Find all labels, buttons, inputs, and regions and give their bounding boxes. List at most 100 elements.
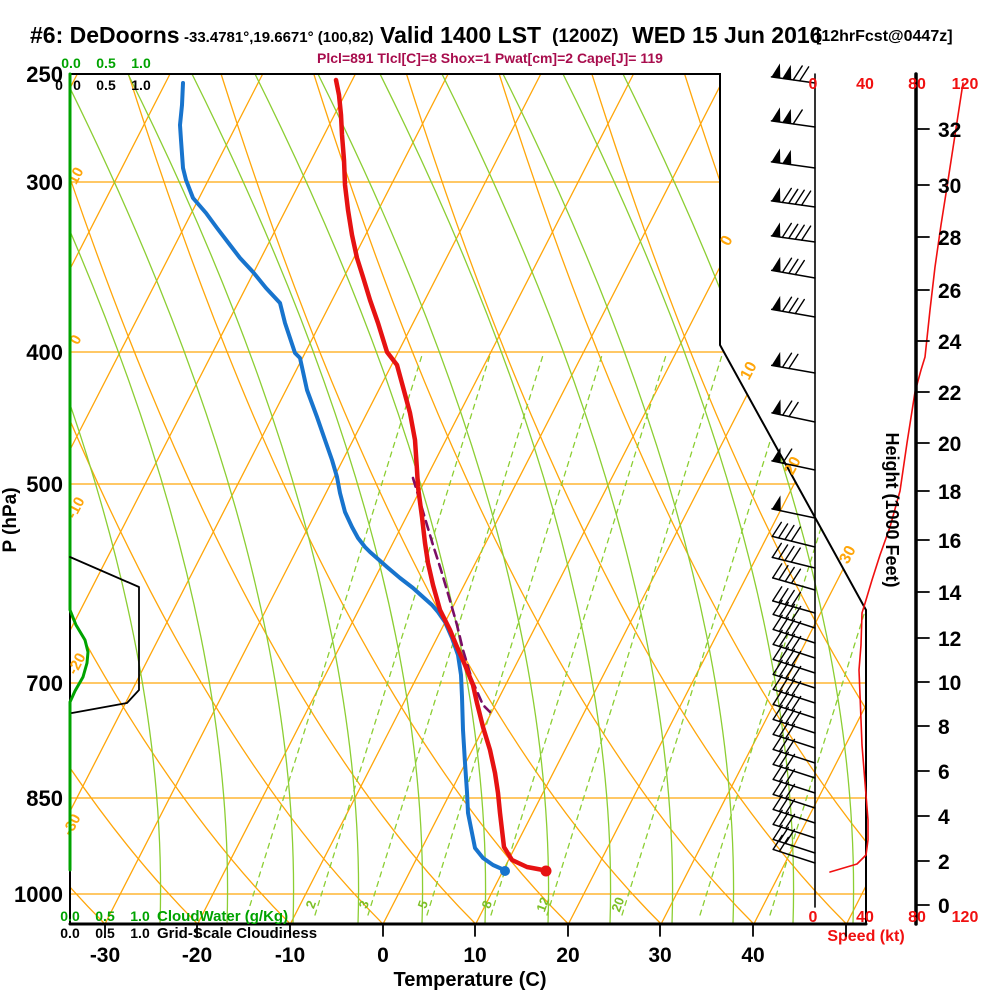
top-cloudwater-scale: 0.5	[96, 55, 116, 71]
temperature-tick-label: -10	[275, 944, 305, 967]
isotherm-label: 30	[836, 543, 859, 567]
speed-tick-bottom: 80	[908, 909, 926, 926]
temperature-tick-label: -30	[90, 944, 120, 967]
top-cloudwater-scale: 1.0	[131, 55, 151, 71]
isotherm-label: 10	[737, 359, 760, 383]
wind-pennant	[771, 63, 781, 79]
speed-tick-bottom: 120	[952, 909, 979, 926]
top-cloudiness-scale: 1.0	[131, 77, 151, 93]
height-tick-label: 10	[938, 672, 961, 695]
height-tick-label: 28	[938, 227, 962, 250]
height-tick-label: 8	[938, 716, 950, 739]
bottom-cloudwater-scale: 0.0	[60, 908, 80, 924]
height-tick-label: 26	[938, 280, 961, 303]
pressure-tick-label: 300	[26, 170, 63, 195]
pressure-tick-label: 250	[26, 62, 63, 87]
pressure-axis-title: P (hPa)	[0, 487, 21, 552]
station-title: #6: DeDoorns	[30, 22, 180, 48]
height-tick-label: 14	[938, 582, 962, 605]
wind-barb-column	[770, 63, 816, 908]
stability-indices: Plcl=891 Tlcl[C]=8 Shox=1 Pwat[cm]=2 Cap…	[317, 50, 663, 66]
temperature-axis-title: Temperature (C)	[394, 969, 547, 991]
mixing-ratio-label: 8	[478, 898, 495, 910]
station-coordinates: -33.4781°,19.6671° (100,82)	[184, 29, 374, 46]
wind-pennant	[771, 187, 781, 203]
wind-speed-profile	[829, 82, 964, 873]
height-tick-label: 18	[938, 481, 962, 504]
height-tick-label: 24	[938, 331, 962, 354]
temperature-tick-label: 30	[648, 944, 671, 967]
parcel-ascent-curve	[411, 476, 492, 714]
dry-adiabat-label: 10	[65, 165, 88, 188]
temperature-curve	[333, 77, 552, 877]
grid-scale-cloudiness-profile	[69, 556, 140, 714]
top-cloudwater-scale: 0.0	[61, 55, 81, 71]
temperature-tick-label: -20	[182, 944, 212, 967]
gridline-layer	[70, 74, 866, 924]
height-tick-label: 2	[938, 851, 950, 874]
mixing-ratio-lines	[246, 351, 866, 916]
height-tick-label: 30	[938, 175, 961, 198]
wind-pennant	[771, 256, 781, 272]
height-tick-label: 12	[938, 628, 961, 651]
mixing-ratio-label: 20	[608, 895, 627, 914]
wind-pennant	[771, 148, 781, 164]
speed-tick-top: 40	[856, 76, 874, 93]
mixing-ratio-label: 12	[533, 895, 552, 914]
temperature-tick-label: 10	[463, 944, 486, 967]
moist-adiabat-lines	[70, 74, 855, 924]
valid-date: WED 15 Jun 2016	[632, 22, 823, 48]
wind-pennant	[782, 108, 792, 124]
height-tick-label: 22	[938, 382, 961, 405]
bottom-cloudiness-scale: 0.5	[95, 925, 115, 941]
temperature-tick-label: 0	[377, 944, 389, 967]
speed-tick-top: 120	[952, 76, 979, 93]
cloudwater-scale-title: CloudWater (g/Kg)	[157, 908, 288, 925]
mixing-ratio-label: 3	[355, 898, 372, 910]
temperature-surface-dot	[540, 865, 552, 877]
bottom-cloudwater-scale: 0.5	[95, 908, 115, 924]
wind-pennant	[771, 351, 781, 367]
height-tick-label: 6	[938, 761, 950, 784]
pressure-tick-label: 500	[26, 472, 63, 497]
height-axis-title: Height (1000 Feet)	[882, 432, 902, 587]
pressure-tick-label: 400	[26, 340, 63, 365]
speed-tick-top: 80	[908, 76, 926, 93]
bottom-cloudwater-scale: 1.0	[130, 908, 150, 924]
speed-tick-bottom: 40	[856, 909, 874, 926]
wind-pennant	[771, 107, 781, 123]
valid-time: Valid 1400 LST	[380, 22, 542, 48]
dewpoint-curve	[178, 81, 510, 876]
temperature-tick-label: 40	[741, 944, 764, 967]
top-cloudiness-scale: 0.5	[96, 77, 116, 93]
bottom-cloudiness-scale: 1.0	[130, 925, 150, 941]
mixing-ratio-label: 5	[414, 898, 431, 910]
bottom-cloudiness-scale: 0.0	[60, 925, 80, 941]
zulu-time: (1200Z)	[552, 26, 619, 47]
temperature-axis: -30 -20 -10 0 10 20 30 40 Temperature (C)	[90, 923, 847, 991]
wind-pennant	[782, 149, 792, 165]
wind-pennant	[782, 64, 792, 80]
pressure-tick-label: 700	[26, 671, 63, 696]
height-tick-label: 32	[938, 119, 961, 142]
height-tick-label: 0	[938, 895, 950, 918]
mixing-ratio-label: 2	[302, 898, 319, 910]
top-cloudiness-scale: 0	[73, 77, 81, 93]
wind-pennant	[771, 222, 781, 238]
forecast-run-tag: [12hrFcst@0447z]	[816, 28, 953, 45]
wind-pennant	[771, 447, 781, 463]
speed-tick-top: 0	[809, 76, 818, 93]
speed-tick-bottom: 0	[809, 909, 818, 926]
pressure-axis: 250 300 400 500 700 850 1000 P (hPa)	[0, 62, 63, 907]
dry-adiabat-label: -30	[59, 811, 84, 838]
temperature-tick-label: 20	[556, 944, 579, 967]
cloudiness-scale-title: Grid-Scale Cloudiness	[157, 925, 317, 942]
dry-adiabat-label: -10	[63, 494, 88, 521]
dewpoint-surface-dot	[500, 866, 510, 876]
cloud-scales: 0.0 0.5 1.0 0 0 0.5 1.0 0.0 0.5 1.0 CloudWater (g/…	[55, 55, 317, 942]
wind-pennant	[771, 295, 781, 311]
top-cloudiness-scale: 0	[55, 77, 63, 93]
